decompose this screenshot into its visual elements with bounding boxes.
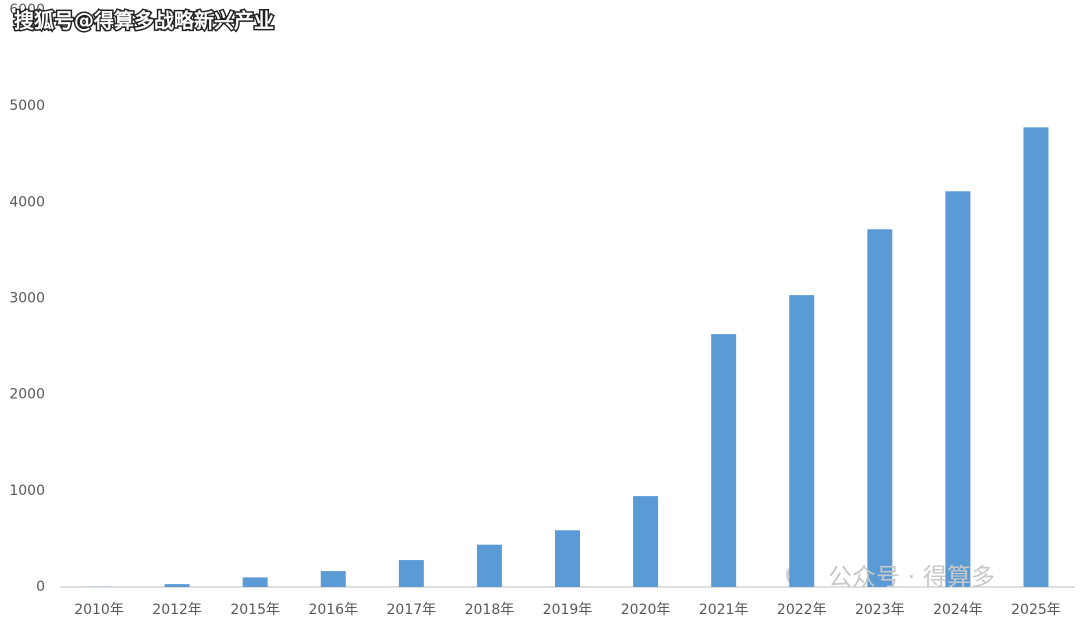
- bar: [320, 571, 346, 587]
- bar: [242, 577, 268, 587]
- watermark-text: 搜狐号@得算多战略新兴产业: [14, 9, 274, 33]
- bar: [164, 584, 190, 587]
- bar: [476, 544, 502, 587]
- bar: [711, 334, 737, 587]
- y-tick-label: 4000: [9, 194, 45, 210]
- x-tick-label: 2016年: [308, 602, 358, 618]
- bar: [867, 229, 893, 587]
- bar: [398, 560, 424, 587]
- bar: [633, 496, 659, 587]
- x-tick-label: 2010年: [74, 602, 124, 618]
- y-tick-label: 2000: [9, 387, 45, 403]
- bar: [555, 530, 580, 587]
- x-tick-label: 2018年: [465, 602, 515, 618]
- watermark-text: 公众号 · 得算多: [828, 563, 995, 591]
- y-tick-label: 6000: [9, 2, 45, 18]
- x-tick-label: 2022年: [777, 602, 827, 618]
- x-tick-label: 2017年: [387, 602, 437, 618]
- x-tick-label: 2015年: [230, 602, 280, 618]
- bar: [1023, 127, 1049, 587]
- x-tick-label: 2020年: [621, 602, 671, 618]
- x-tick-label: 2023年: [855, 602, 905, 618]
- y-tick-label: 0: [36, 579, 45, 595]
- x-tick-label: 2012年: [152, 602, 202, 618]
- x-tick-label: 2021年: [699, 602, 749, 618]
- y-tick-label: 1000: [9, 483, 45, 499]
- y-tick-label: 3000: [9, 291, 45, 307]
- bar: [789, 295, 815, 587]
- x-tick-label: 2019年: [543, 602, 593, 618]
- x-tick-label: 2024年: [933, 602, 983, 618]
- bar: [945, 191, 971, 587]
- y-tick-label: 5000: [9, 98, 45, 114]
- x-tick-label: 2025年: [1011, 602, 1061, 618]
